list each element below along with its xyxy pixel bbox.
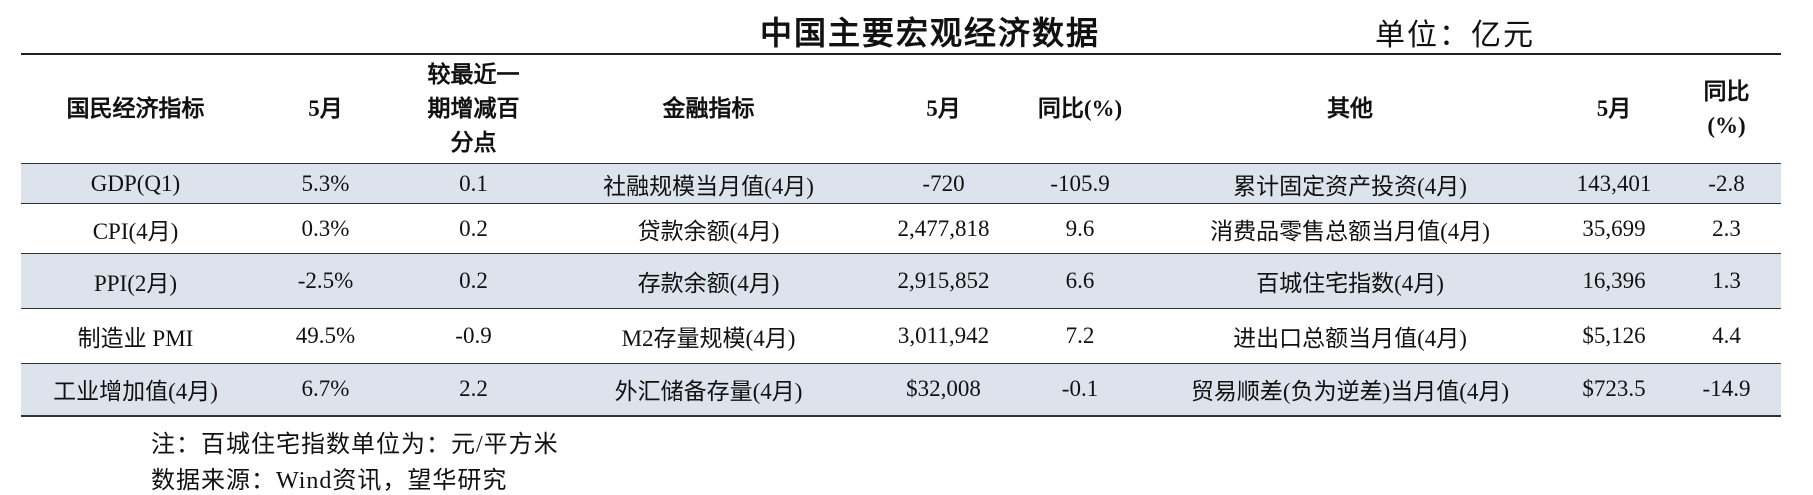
table-cell: 百城住宅指数(4月) [1256, 271, 1444, 296]
column-header: 5月 [250, 54, 401, 164]
column-header: 其他 [1144, 54, 1556, 164]
table-cell: 6.7% [301, 376, 350, 402]
source: 数据来源：Wind资讯，望华研究 [151, 468, 508, 494]
table-cell: 贸易顺差(负为逆差)当月值(4月) [1190, 379, 1510, 405]
table-cell: CPI(4月) [92, 218, 179, 244]
table-row: CPI(4月) 0.3% 0.2 贷款余额(4月) 2,477,818 9.6 消费品零售总… [21, 203, 1781, 254]
table-cell: 4.4 [1712, 323, 1741, 348]
column-header: 5月 [1556, 54, 1672, 164]
table-cell: 0.2 [459, 215, 488, 241]
table-cell: $32,008 [906, 376, 981, 402]
table-cell: 社融规模当月值(4月) [603, 173, 814, 199]
table-cell: 存款余额(4月) [637, 271, 780, 296]
table-cell: -2.8 [1708, 170, 1745, 196]
table-cell: 2,915,852 [897, 268, 990, 293]
table-cell: 消费品零售总额当月值(4月) [1210, 218, 1490, 244]
column-header: 同比(%) [1016, 54, 1144, 164]
table-cell: 0.3% [301, 215, 350, 241]
table-body: GDP(Q1) 5.3% 0.1 社融规模当月值(4月) -720 -105.9 累计固定资… [21, 163, 1781, 416]
column-header-text: 同比(%) [1037, 96, 1123, 121]
table-row: 工业增加值(4月) 6.7% 2.2 外汇储备存量(4月) $32,008 -0.1 贸易顺… [21, 363, 1781, 416]
table-cell: 工业增加值(4月) [53, 379, 218, 405]
table-cell: 35,699 [1582, 215, 1646, 241]
column-header: 国民经济指标 [21, 54, 250, 164]
column-header: 金融指标 [546, 54, 871, 164]
column-header-text: 较最近一期增减百分点 [427, 62, 520, 155]
table-cell: -2.5% [297, 268, 354, 293]
column-header: 同比(%) [1672, 54, 1781, 164]
table-cell: GDP(Q1) [90, 170, 181, 196]
table-cell: 143,401 [1576, 170, 1652, 196]
table-cell: PPI(2月) [93, 271, 178, 296]
table-cell: 贷款余额(4月) [637, 218, 780, 244]
table-cell: 6.6 [1065, 268, 1095, 293]
table-cell: 7.2 [1065, 323, 1095, 348]
table-cell: 外汇储备存量(4月) [614, 379, 803, 405]
table-cell: -14.9 [1702, 376, 1751, 402]
table-cell: $5,126 [1582, 323, 1646, 348]
table-cell: -0.9 [455, 323, 492, 348]
title: 中国主要宏观经济数据 [760, 15, 1101, 51]
header-row: 国民经济指标 5月 较最近一期增减百分点 金融指标 5月 同比(%) 其他 5月 同比(%) [21, 54, 1781, 164]
table-cell: $723.5 [1582, 376, 1646, 402]
unit: 单位：亿元 [1375, 19, 1535, 52]
table-cell: 制造业 PMI [77, 326, 194, 351]
column-header-text: 5月 [926, 96, 961, 121]
column-header-text: 5月 [1596, 96, 1632, 121]
column-header-text: 5月 [308, 96, 343, 121]
table-cell: 16,396 [1582, 268, 1646, 293]
table-cell: 49.5% [295, 323, 356, 348]
column-header-text: 金融指标 [662, 96, 755, 121]
table-cell: 1.3 [1712, 268, 1741, 293]
table-row: PPI(2月) -2.5% 0.2 存款余额(4月) 2,915,852 6.6 百城住宅指… [21, 253, 1781, 309]
note: 注：百城住宅指数单位为：元/平方米 [151, 432, 559, 458]
table-cell: -105.9 [1050, 170, 1110, 196]
column-header-text: 国民经济指标 [66, 96, 205, 121]
table-cell: -0.1 [1061, 376, 1099, 402]
table-cell: 进出口总额当月值(4月) [1233, 326, 1467, 351]
column-header: 较最近一期增减百分点 [401, 54, 546, 164]
table-cell: M2存量规模(4月) [621, 326, 796, 351]
table-cell: 9.6 [1065, 215, 1095, 241]
column-header: 5月 [871, 54, 1016, 164]
column-header-text: 其他 [1327, 96, 1373, 121]
table-row: GDP(Q1) 5.3% 0.1 社融规模当月值(4月) -720 -105.9 累计固定资… [21, 163, 1781, 204]
table-cell: -720 [922, 170, 965, 196]
table-cell: 0.2 [459, 268, 488, 293]
table-row: 制造业 PMI 49.5% -0.9 M2存量规模(4月) 3,011,942 7.2 进出… [21, 308, 1781, 364]
data-table: 国民经济指标 5月 较最近一期增减百分点 金融指标 5月 同比(%) 其他 5月 同比(%) G… [21, 53, 1781, 417]
table-cell: 累计固定资产投资(4月) [1233, 173, 1467, 199]
table-cell: 3,011,942 [897, 323, 990, 348]
table-cell: 2.2 [459, 376, 488, 402]
table-cell: 2.3 [1712, 215, 1741, 241]
column-header-text: 同比(%) [1703, 79, 1750, 138]
table-cell: 5.3% [301, 170, 350, 196]
table-cell: 0.1 [459, 170, 488, 196]
table-cell: 2,477,818 [897, 215, 990, 241]
